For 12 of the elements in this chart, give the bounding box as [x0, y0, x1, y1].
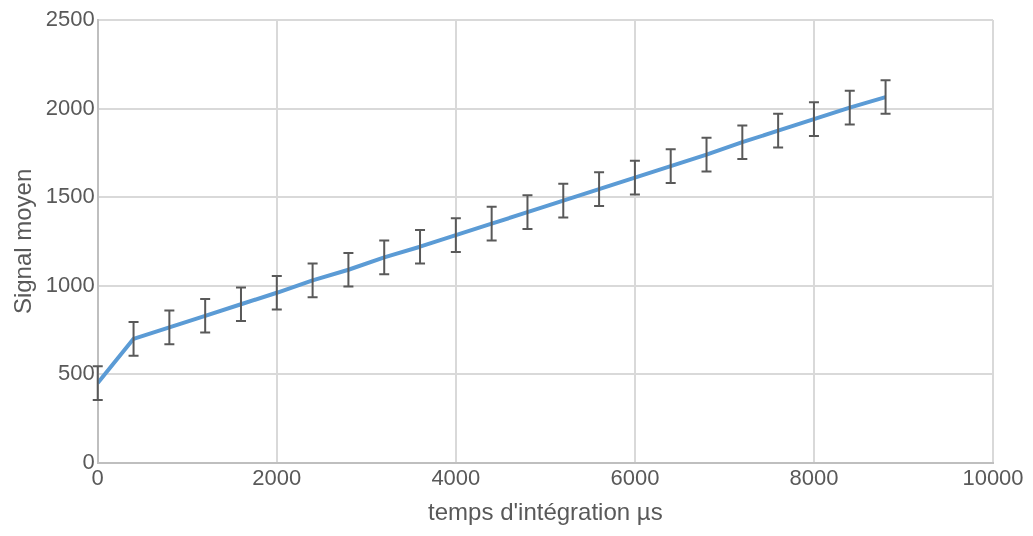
x-tick-label: 8000 [789, 465, 839, 491]
y-tick-label: 1000 [45, 271, 95, 297]
x-tick-label: 10000 [962, 465, 1024, 491]
x-tick-label: 6000 [610, 465, 660, 491]
y-tick-label: 2000 [45, 94, 95, 120]
y-axis-title: Signal moyen [9, 168, 37, 315]
x-tick-label: 4000 [431, 465, 481, 491]
y-tick-label: 2500 [45, 6, 95, 32]
y-tick-label: 1500 [45, 183, 95, 209]
x-axis-title: temps d'intégration µs [428, 498, 663, 526]
y-tick-label: 500 [58, 360, 95, 386]
x-tick-label: 2000 [252, 465, 302, 491]
